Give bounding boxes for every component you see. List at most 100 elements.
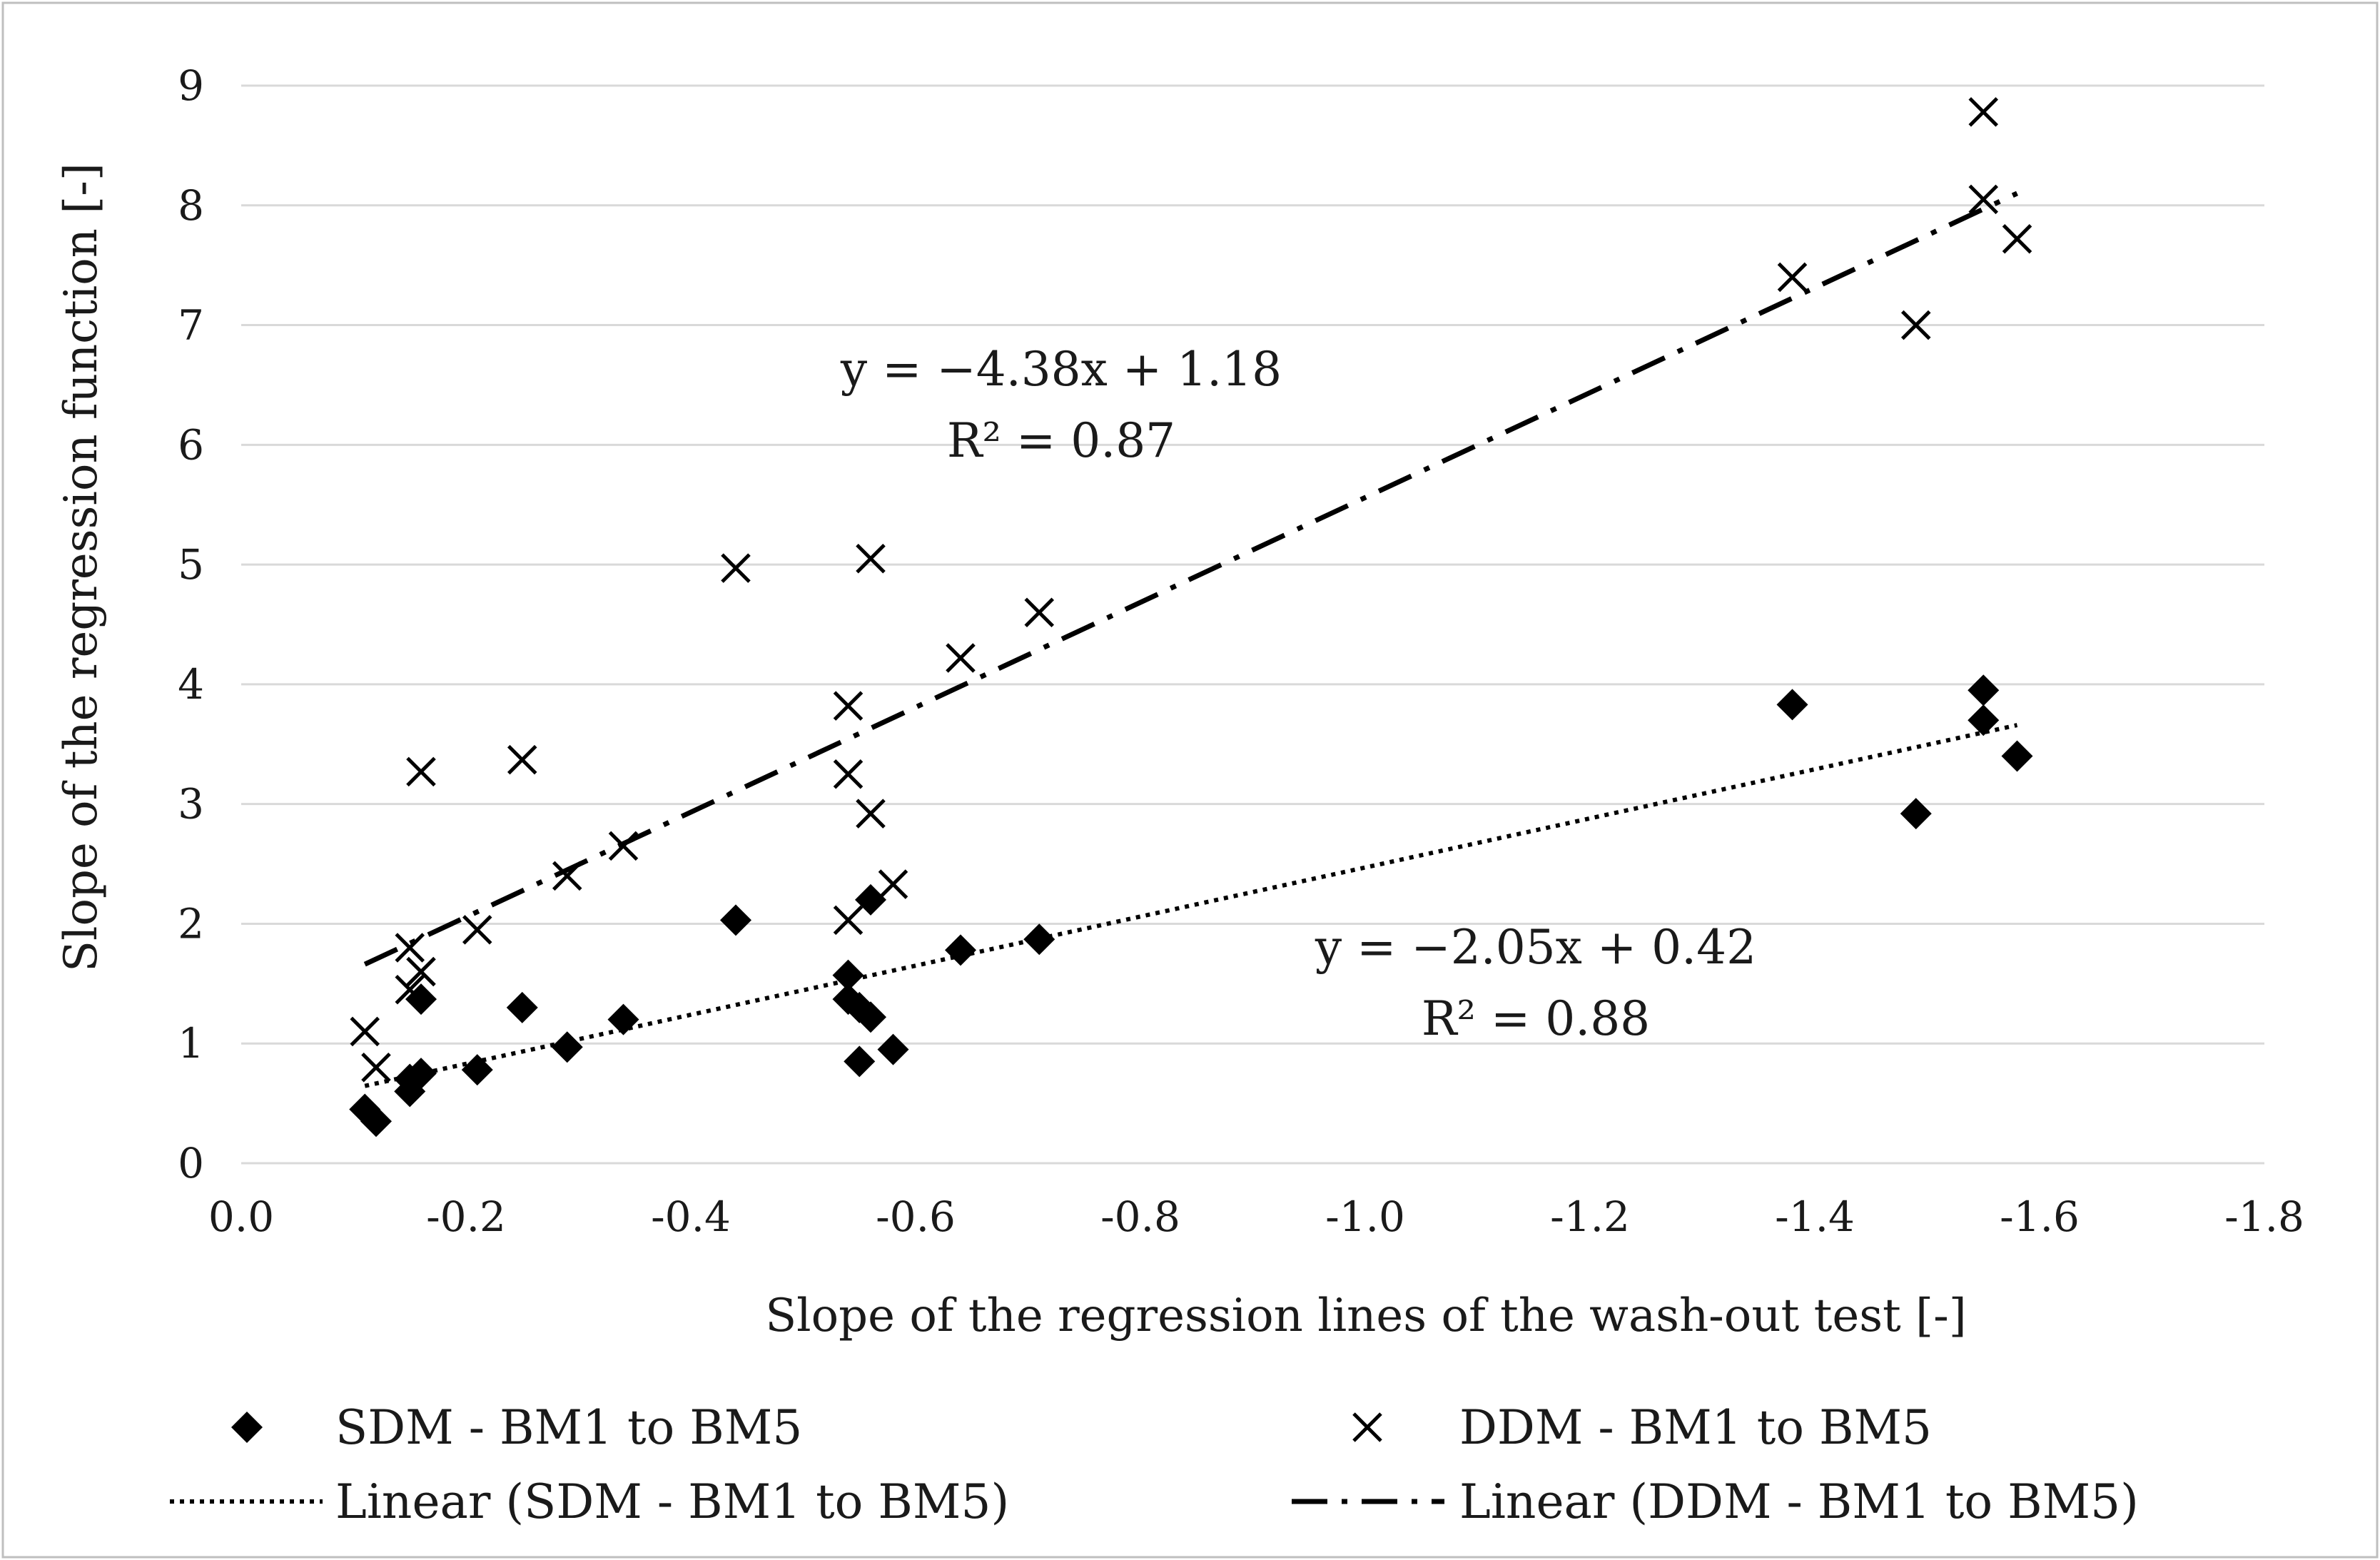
sdm-point: [877, 1033, 909, 1065]
ddm-point-stroke: [608, 831, 639, 861]
ddm-trend-r2: R² = 0.87: [947, 413, 1175, 468]
ddm-point-stroke: [361, 1053, 391, 1083]
x-tick-label: -0.4: [651, 1192, 731, 1241]
ddm-point: [361, 1053, 391, 1083]
sdm-point: [855, 883, 886, 916]
sdm-point: [1023, 923, 1055, 956]
ddm-point: [721, 553, 751, 583]
ddm-point-stroke: [462, 915, 492, 945]
sdm-point: [844, 1045, 876, 1078]
ddm-trendline: [363, 191, 2018, 967]
ddm-point: [395, 933, 425, 963]
ddm-point-stroke: [1900, 310, 1931, 340]
sdm-point: [506, 991, 538, 1023]
ddm-point-stroke: [406, 956, 436, 987]
sdm-point: [1776, 689, 1808, 721]
y-tick-label: 2: [178, 899, 204, 948]
ddm-point-stroke: [1968, 97, 1999, 127]
ddm-point: [856, 799, 886, 829]
sdm-point: [607, 1003, 639, 1035]
ddm-point-stroke: [856, 543, 886, 574]
y-tick-label: 1: [178, 1019, 204, 1068]
ddm-point-stroke: [878, 869, 908, 899]
ddm-point-stroke: [833, 691, 864, 721]
y-tick-label: 8: [178, 181, 204, 230]
ddm-point: [946, 643, 976, 673]
sdm-point: [405, 1058, 437, 1090]
ddm-point-stroke: [1777, 262, 1808, 293]
y-tick-labels: 0 1 2 3 4 5 6 7 8 9: [178, 61, 204, 1187]
sdm-point: [945, 934, 976, 966]
legend-label-sdm-trend: Linear (SDM - BM1 to BM5): [335, 1474, 1009, 1529]
y-tick-label: 4: [178, 660, 204, 709]
ddm-point: [856, 543, 886, 574]
x-tick-label: 0.0: [208, 1192, 274, 1241]
ddm-point: [350, 1016, 380, 1047]
ddm-point: [2002, 223, 2032, 254]
x-tick-label: -1.0: [1325, 1192, 1405, 1241]
ddm-point-stroke: [552, 861, 582, 891]
sdm-point: [1900, 798, 1932, 830]
ddm-point: [833, 905, 864, 936]
ddm-point-stroke: [833, 759, 864, 789]
ddm-point: [1968, 97, 1999, 127]
x-tick-label: -0.2: [426, 1192, 506, 1241]
y-tick-label: 3: [178, 780, 204, 829]
legend-label-ddm: DDM - BM1 to BM5: [1459, 1400, 1932, 1455]
ddm-point-stroke: [1024, 597, 1055, 627]
ddm-point-stroke: [395, 974, 425, 1005]
sdm-trend-r2: R² = 0.88: [1422, 991, 1650, 1046]
ddm-point: [406, 756, 436, 787]
sdm-point: [360, 1105, 392, 1138]
x-tick-label: -0.6: [876, 1192, 956, 1241]
y-tick-label: 6: [178, 420, 204, 469]
ddm-point-stroke: [833, 905, 864, 936]
y-tick-label: 0: [178, 1139, 204, 1187]
ddm-point-stroke: [350, 1016, 380, 1047]
sdm-point: [855, 1001, 886, 1033]
x-tick-label: -1.6: [2000, 1192, 2080, 1241]
ddm-point-stroke: [1968, 184, 1999, 215]
legend-item-ddm-trend: Linear (DDM - BM1 to BM5): [1292, 1474, 2139, 1529]
sdm-point: [461, 1054, 493, 1086]
y-tick-label: 7: [178, 301, 204, 350]
legend-label-ddm-trend: Linear (DDM - BM1 to BM5): [1459, 1474, 2139, 1529]
y-tick-label: 5: [178, 540, 204, 589]
legend-item-ddm: DDM - BM1 to BM5: [1352, 1400, 1932, 1455]
x-tick-label: -1.2: [1550, 1192, 1630, 1241]
ddm-point: [1900, 310, 1931, 340]
ddm-trend-equation: y = −4.38x + 1.18: [840, 342, 1282, 397]
ddm-point: [552, 861, 582, 891]
x-tick-label: -1.4: [1775, 1192, 1855, 1241]
data-points: [349, 97, 2033, 1138]
sdm-trend-equation: y = −2.05x + 0.42: [1315, 920, 1756, 975]
x-tick-label: -1.8: [2224, 1192, 2304, 1241]
legend-item-sdm: SDM - BM1 to BM5: [231, 1400, 802, 1455]
ddm-point-stroke: [721, 553, 751, 583]
ddm-point: [833, 691, 864, 721]
ddm-point: [833, 759, 864, 789]
diamond-marker-icon: [231, 1412, 263, 1443]
ddm-point: [1968, 184, 1999, 215]
ddm-point-stroke: [2002, 223, 2032, 254]
ddm-point: [1024, 597, 1055, 627]
ddm-point-stroke: [406, 756, 436, 787]
ddm-point: [878, 869, 908, 899]
ddm-point: [507, 744, 537, 775]
legend: SDM - BM1 to BM5 DDM - BM1 to BM5 Linear…: [170, 1400, 2139, 1529]
x-tick-label: -0.8: [1100, 1192, 1180, 1241]
legend-item-sdm-trend: Linear (SDM - BM1 to BM5): [170, 1474, 1009, 1529]
x-tick-labels: 0.0 -0.2 -0.4 -0.6 -0.8 -1.0 -1.2 -1.4 -1.6 -1.8: [208, 1192, 2304, 1241]
sdm-trendline: [364, 723, 2018, 1088]
ddm-point-stroke: [946, 643, 976, 673]
ddm-point: [395, 974, 425, 1005]
legend-label-sdm: SDM - BM1 to BM5: [335, 1400, 802, 1455]
ddm-point-stroke: [507, 744, 537, 775]
ddm-point: [406, 956, 436, 987]
trendlines: [363, 191, 2018, 1088]
x-axis-title: Slope of the regression lines of the was…: [765, 1290, 1966, 1342]
sdm-point: [1968, 674, 2000, 706]
sdm-point: [1968, 704, 2000, 736]
